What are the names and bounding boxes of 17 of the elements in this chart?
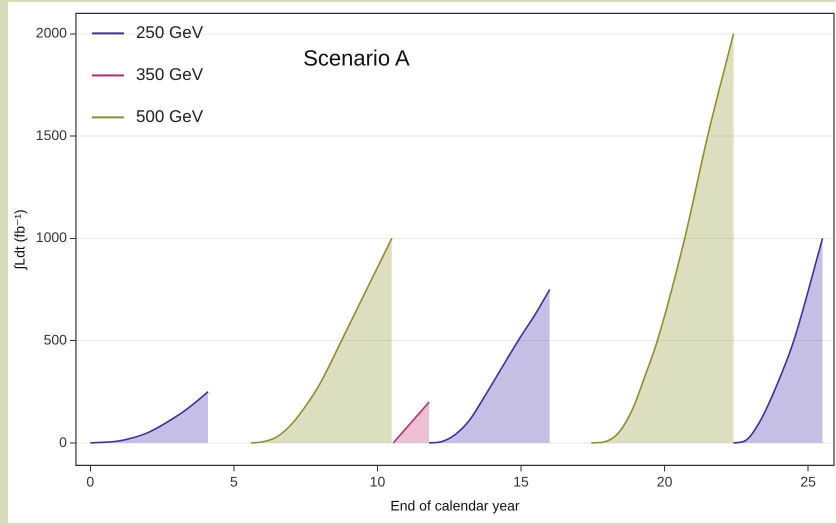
x-tick-label: 5 (230, 474, 238, 490)
x-tick-label: 15 (513, 474, 530, 490)
x-tick-label: 25 (800, 474, 816, 490)
y-tick-label: 1000 (36, 229, 68, 246)
x-axis-title: End of calendar year (390, 497, 520, 514)
x-tick-label: 0 (86, 474, 94, 490)
y-tick-label: 1500 (36, 126, 68, 143)
y-tick-label: 2000 (36, 24, 68, 41)
x-tick-label: 20 (656, 474, 673, 490)
y-axis-title: ∫Ldt (fb⁻¹) (11, 209, 28, 271)
text: Scenario A (303, 45, 410, 70)
y-tick-label: 0 (59, 434, 68, 450)
x-tick-label: 10 (370, 474, 386, 490)
legend-label: 350 GeV (136, 65, 204, 84)
legend-label: 250 GeV (136, 23, 204, 42)
legend-label: 500 GeV (136, 107, 204, 126)
y-tick-label: 500 (44, 332, 68, 348)
